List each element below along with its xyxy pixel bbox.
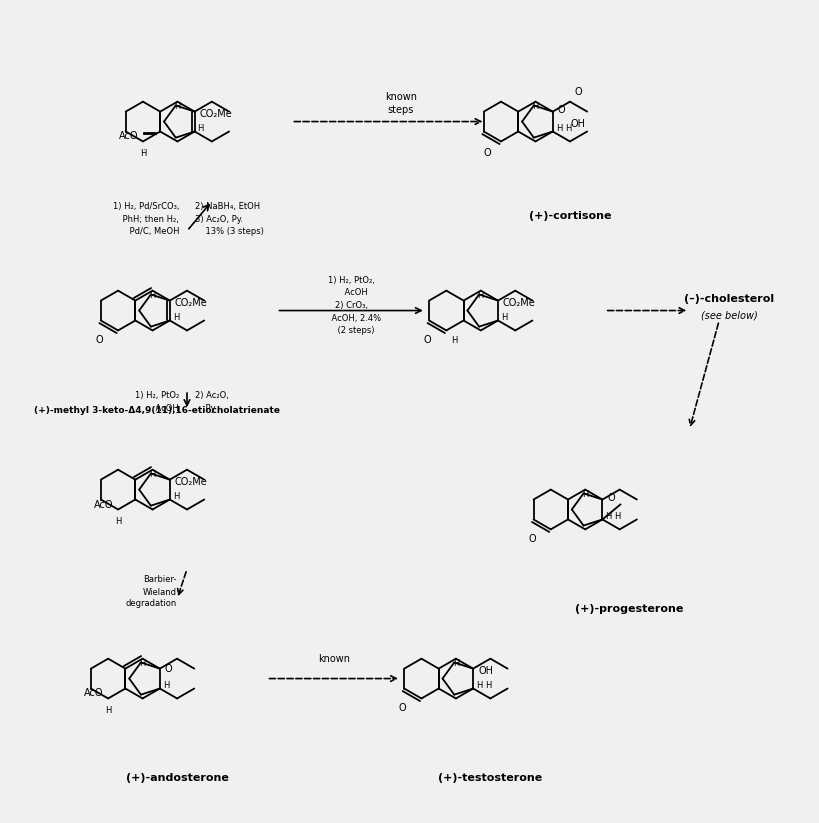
Text: CO₂Me: CO₂Me bbox=[174, 477, 207, 486]
Text: H: H bbox=[173, 313, 179, 322]
Text: H: H bbox=[149, 470, 156, 479]
Text: CO₂Me: CO₂Me bbox=[199, 109, 232, 119]
Text: 2) Ac₂O,: 2) Ac₂O, bbox=[195, 391, 229, 400]
Text: H: H bbox=[174, 102, 180, 111]
Text: OH: OH bbox=[477, 666, 492, 676]
Text: (2 steps): (2 steps) bbox=[327, 326, 374, 335]
Text: OH: OH bbox=[570, 119, 585, 128]
Text: AcO: AcO bbox=[94, 500, 113, 509]
Text: (+)-methyl 3-keto-Δ4,9(11),16-etiocholatrienate: (+)-methyl 3-keto-Δ4,9(11),16-etiocholat… bbox=[34, 406, 280, 415]
Text: H: H bbox=[555, 124, 561, 133]
Text: H: H bbox=[450, 336, 457, 345]
Text: O: O bbox=[165, 663, 172, 673]
Text: O: O bbox=[483, 148, 491, 158]
Text: O: O bbox=[527, 534, 535, 544]
Text: AcOH: AcOH bbox=[334, 288, 368, 297]
Text: degradation: degradation bbox=[125, 599, 177, 608]
Text: H: H bbox=[532, 102, 538, 111]
Text: (+)-progesterone: (+)-progesterone bbox=[575, 604, 683, 614]
Text: 1) H₂, Pd/SrCO₃,: 1) H₂, Pd/SrCO₃, bbox=[112, 202, 179, 211]
Text: Ḣ: Ḣ bbox=[139, 149, 146, 158]
Text: O: O bbox=[607, 492, 614, 503]
Text: O: O bbox=[423, 336, 431, 346]
Text: O: O bbox=[96, 336, 103, 346]
Text: H: H bbox=[105, 706, 111, 715]
Text: Barbier-: Barbier- bbox=[143, 574, 177, 584]
Text: H: H bbox=[476, 681, 482, 690]
Text: 13% (3 steps): 13% (3 steps) bbox=[195, 227, 264, 236]
Text: 1) H₂, PtO₂: 1) H₂, PtO₂ bbox=[134, 391, 179, 400]
Text: H: H bbox=[115, 517, 121, 526]
Text: H: H bbox=[477, 291, 483, 300]
Text: 1) H₂, PtO₂,: 1) H₂, PtO₂, bbox=[328, 277, 374, 286]
Text: AcOH, 2.4%: AcOH, 2.4% bbox=[321, 314, 381, 323]
Text: (–)-cholesterol: (–)-cholesterol bbox=[683, 294, 773, 304]
Text: H: H bbox=[613, 512, 620, 521]
Text: Pd/C, MeOH: Pd/C, MeOH bbox=[119, 227, 179, 236]
Text: 2) NaBH₄, EtOH: 2) NaBH₄, EtOH bbox=[195, 202, 260, 211]
Text: known: known bbox=[317, 653, 349, 663]
Text: O: O bbox=[574, 86, 581, 97]
Text: Py: Py bbox=[195, 403, 215, 412]
Text: H: H bbox=[173, 492, 179, 501]
Text: AcO: AcO bbox=[119, 132, 138, 142]
Text: 2) CrO₃,: 2) CrO₃, bbox=[334, 301, 367, 310]
Text: 3) Ac₂O, Py.: 3) Ac₂O, Py. bbox=[195, 215, 242, 224]
Text: (+)-andosterone: (+)-andosterone bbox=[125, 773, 229, 783]
Text: H: H bbox=[581, 490, 588, 499]
Text: H: H bbox=[139, 659, 146, 668]
Text: Wieland: Wieland bbox=[143, 588, 177, 597]
Text: (+)-testosterone: (+)-testosterone bbox=[437, 773, 542, 783]
Text: O: O bbox=[398, 704, 406, 714]
Text: H: H bbox=[452, 659, 459, 668]
Text: (+)-cortisone: (+)-cortisone bbox=[528, 211, 610, 221]
Text: CO₂Me: CO₂Me bbox=[174, 298, 207, 308]
Text: steps: steps bbox=[387, 105, 414, 114]
Text: H: H bbox=[500, 313, 507, 322]
Text: H: H bbox=[163, 681, 169, 690]
Text: H: H bbox=[485, 681, 491, 690]
Text: H: H bbox=[604, 512, 611, 521]
Text: AcOH: AcOH bbox=[145, 403, 179, 412]
Text: PhH; then H₂,: PhH; then H₂, bbox=[112, 215, 179, 224]
Text: O: O bbox=[557, 105, 564, 114]
Text: H: H bbox=[149, 291, 156, 300]
Text: H: H bbox=[564, 124, 570, 133]
Text: Ḣ: Ḣ bbox=[197, 124, 204, 133]
Text: known: known bbox=[384, 91, 416, 102]
Text: (see below): (see below) bbox=[700, 310, 757, 320]
Text: AcO: AcO bbox=[84, 689, 103, 699]
Text: CO₂Me: CO₂Me bbox=[502, 298, 535, 308]
